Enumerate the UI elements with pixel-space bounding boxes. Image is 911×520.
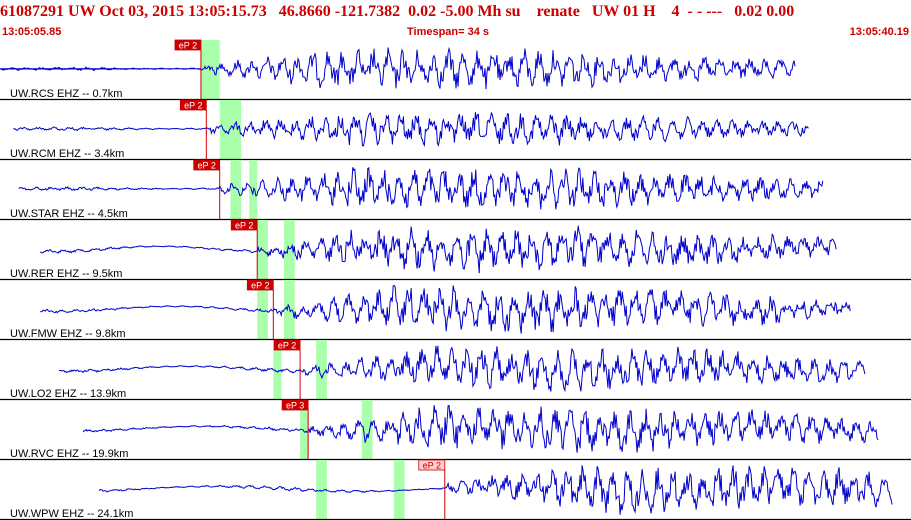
timespan-label: Timespan= 34 s [407, 26, 490, 38]
trace-row[interactable]: eP 2 UW.WPW EHZ -- 24.1km [0, 459, 911, 520]
event-longitude: -121.7382 [334, 3, 401, 20]
pick-flag[interactable] [273, 339, 301, 351]
pick-flag[interactable] [174, 39, 202, 51]
analysis-window [316, 460, 327, 520]
analysis-window [273, 340, 282, 400]
pick-label[interactable]: eP 3 [286, 401, 304, 411]
analysis-window [230, 160, 242, 220]
pick-flag[interactable] [246, 279, 274, 291]
event-stats: 0.02 0.00 [734, 3, 795, 20]
waveform [98, 465, 893, 515]
station-label: UW.FMW EHZ -- 9.8km [10, 328, 126, 340]
trace-row[interactable]: eP 2 UW.STAR EHZ -- 4.5km [0, 159, 911, 221]
event-latitude: 46.8660 [278, 3, 331, 20]
event-network: UW [68, 3, 96, 20]
event-analyst: renate [536, 3, 580, 20]
waveform [40, 225, 837, 274]
waveform [82, 404, 879, 453]
trace-row[interactable]: eP 2 UW.RER EHZ -- 9.5km [0, 219, 911, 281]
trace-row[interactable]: eP 2 UW.RCM EHZ -- 3.4km [0, 99, 911, 161]
analysis-window [361, 400, 373, 460]
event-header: 61087291 UW Oct 03, 2015 13:05:15.73 46.… [0, 0, 911, 24]
analysis-window [219, 100, 242, 160]
pick-flag[interactable] [179, 99, 207, 111]
analysis-window [316, 340, 327, 400]
waveform [13, 111, 809, 148]
waveform [18, 166, 824, 210]
station-label: UW.LO2 EHZ -- 13.9km [10, 388, 126, 400]
waveform [58, 345, 866, 393]
trace-row[interactable]: eP 2 UW.LO2 EHZ -- 13.9km [0, 339, 911, 401]
station-label: UW.WPW EHZ -- 24.1km [10, 508, 133, 520]
trace-row[interactable]: eP 3 UW.RVC EHZ -- 19.9km [0, 399, 911, 461]
pick-label[interactable]: eP 2 [278, 341, 296, 351]
pick-flag[interactable] [418, 459, 446, 471]
event-datetime: Oct 03, 2015 13:05:15.73 [99, 3, 267, 20]
waveform [40, 285, 851, 334]
analysis-window [284, 220, 295, 280]
start-time: 13:05:05.85 [2, 26, 62, 38]
waveform [0, 46, 796, 90]
event-misc: - - --- [687, 3, 723, 20]
pick-flag[interactable] [281, 399, 309, 411]
event-depth-magnitude: 0.02 -5.00 Mh su [408, 3, 521, 20]
station-label: UW.RVC EHZ -- 19.9km [10, 448, 128, 460]
station-label: UW.RER EHZ -- 9.5km [10, 268, 122, 280]
analysis-window [300, 400, 309, 460]
pick-label[interactable]: eP 2 [235, 221, 253, 231]
pick-label[interactable]: eP 2 [251, 281, 269, 291]
pick-flag[interactable] [230, 219, 258, 231]
station-label: UW.STAR EHZ -- 4.5km [10, 208, 128, 220]
analysis-window [257, 280, 268, 340]
trace-row[interactable]: eP 2 UW.RCS EHZ -- 0.7km [0, 39, 911, 101]
pick-label[interactable]: eP 2 [198, 161, 216, 171]
event-id: 61087291 [0, 3, 64, 20]
pick-label[interactable]: eP 2 [179, 41, 197, 51]
station-label: UW.RCS EHZ -- 0.7km [10, 88, 122, 100]
event-count: 4 [671, 3, 680, 20]
time-bar: 13:05:05.85 Timespan= 34 s 13:05:40.19 [0, 24, 911, 40]
pick-label[interactable]: eP 2 [184, 101, 202, 111]
event-version: UW 01 H [591, 3, 656, 20]
trace-row[interactable]: eP 2 UW.FMW EHZ -- 9.8km [0, 279, 911, 341]
pick-label[interactable]: eP 2 [423, 461, 441, 471]
end-time: 13:05:40.19 [849, 26, 909, 38]
pick-flag[interactable] [193, 159, 221, 171]
station-label: UW.RCM EHZ -- 3.4km [10, 148, 124, 160]
